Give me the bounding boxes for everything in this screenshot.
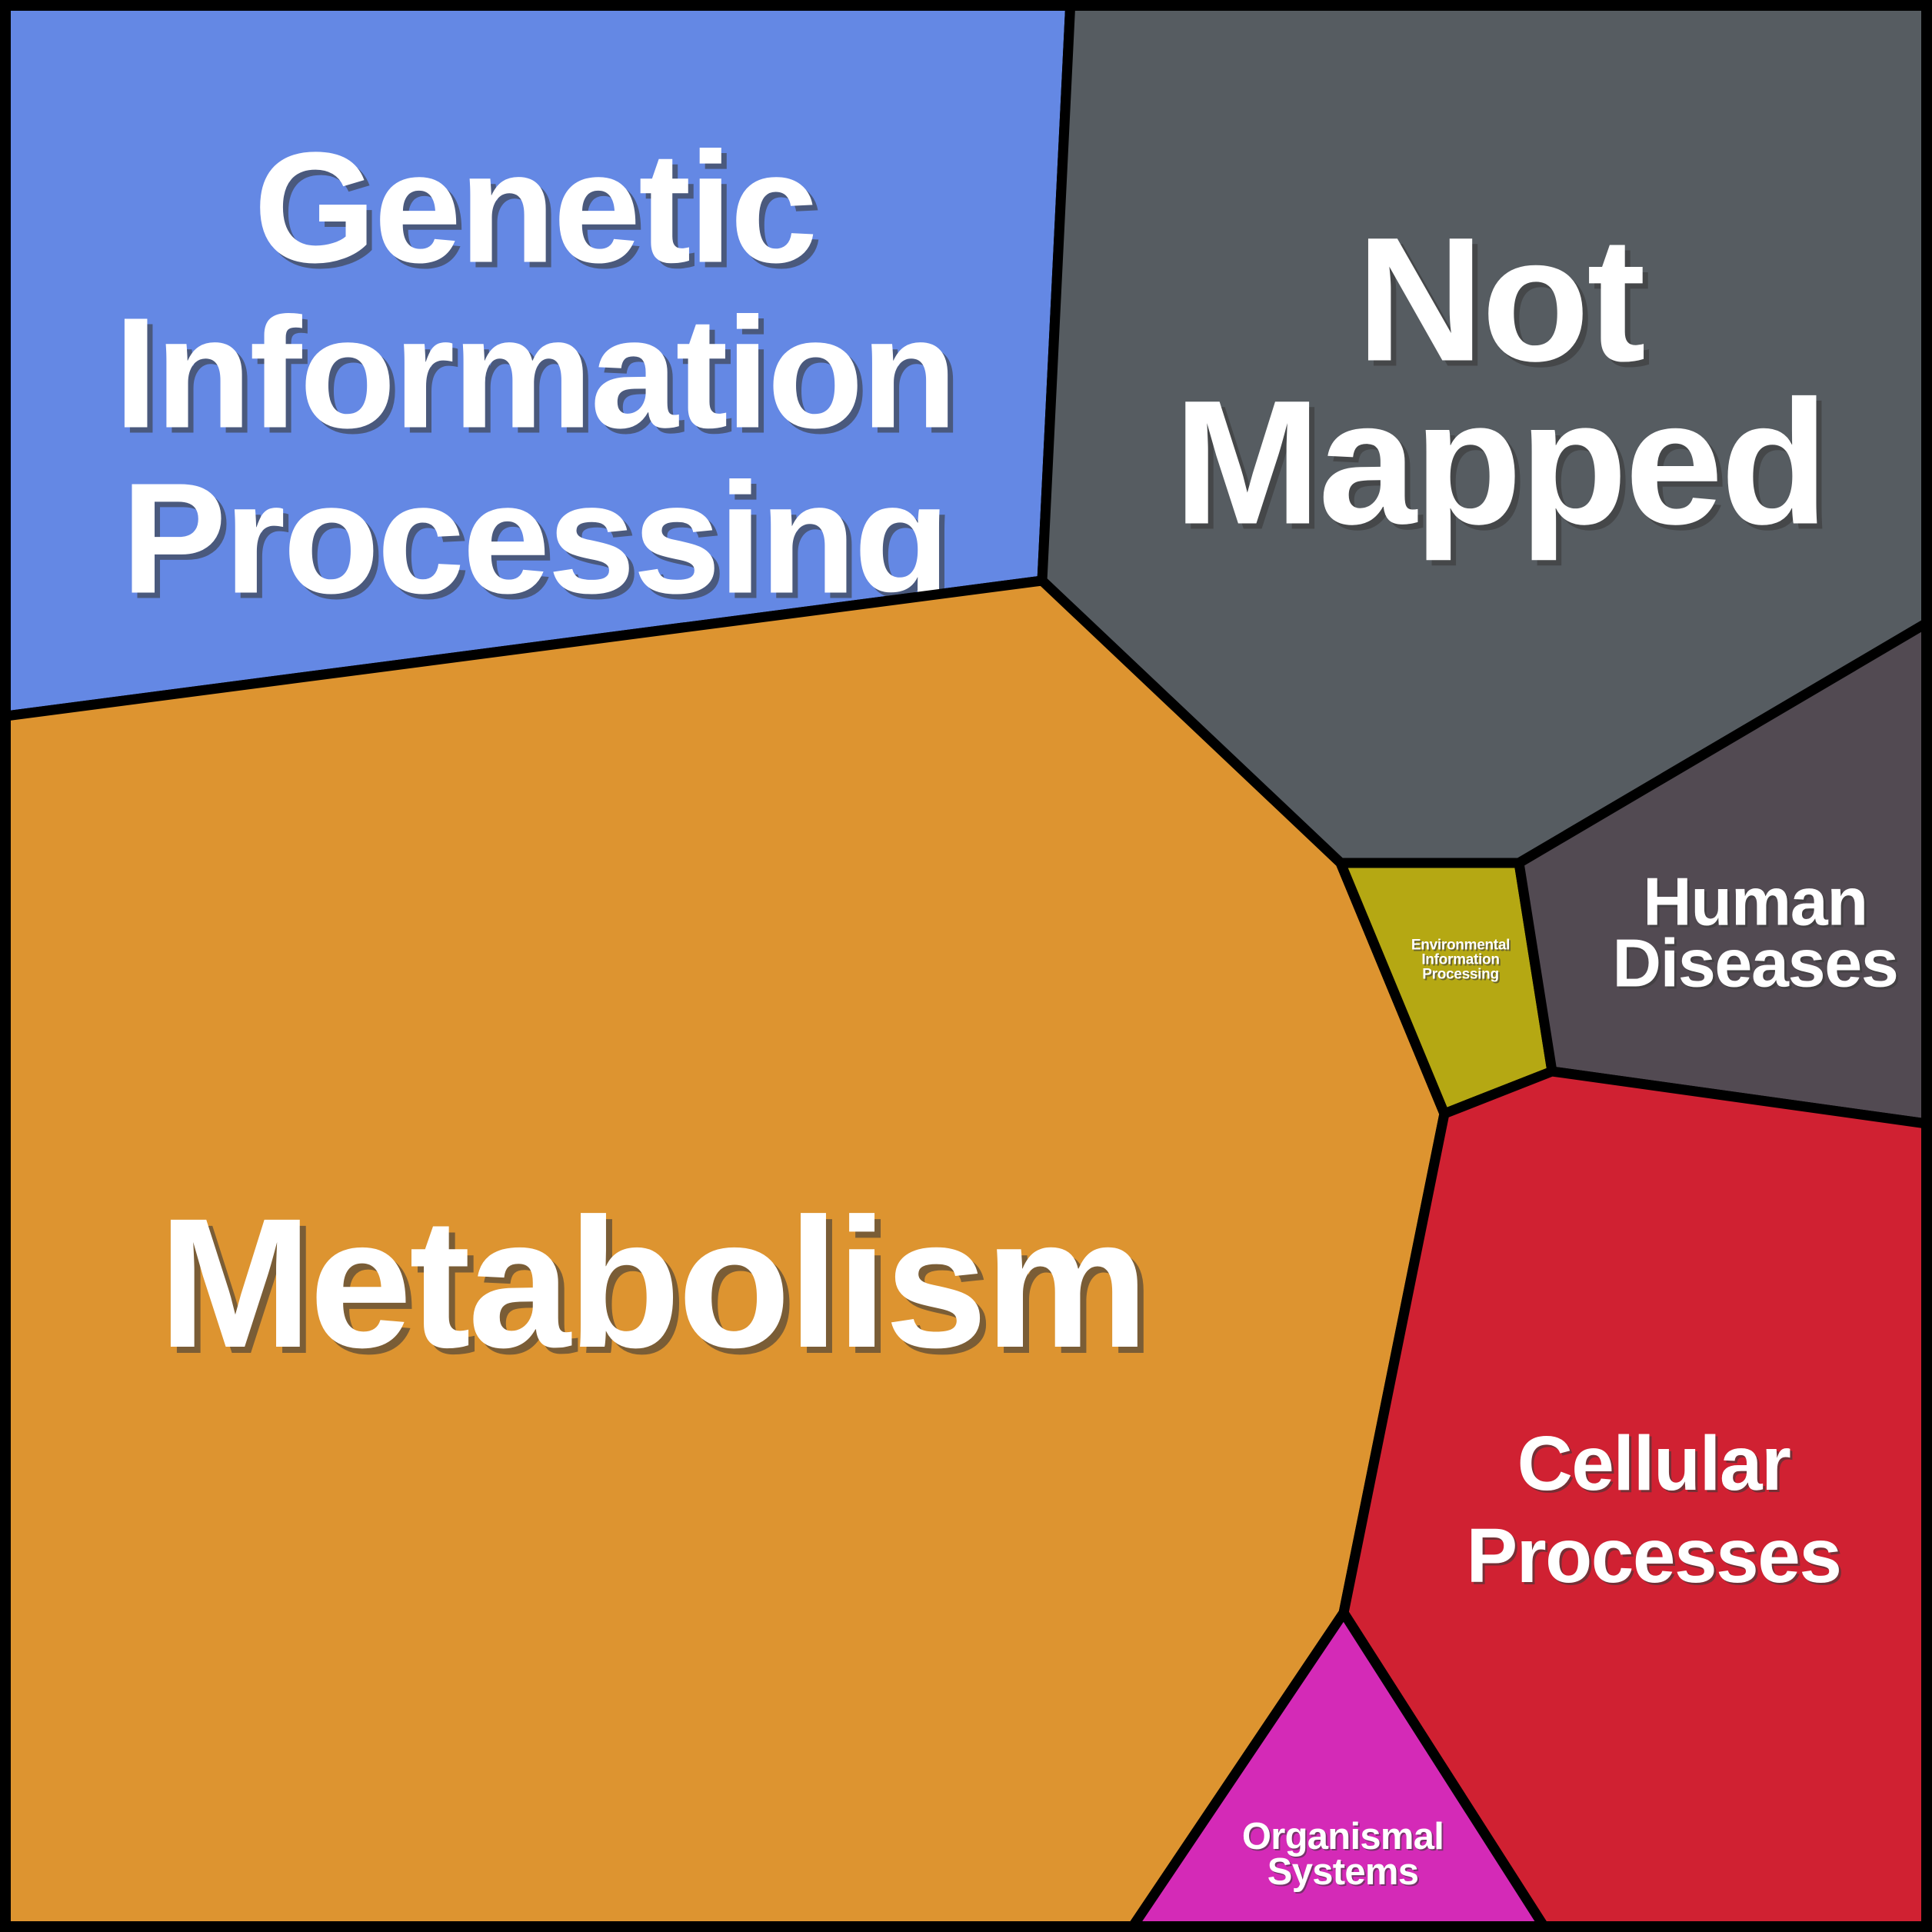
region-shape-metabolism [0, 575, 1450, 1932]
region-shape-organismal-systems [1124, 1607, 1553, 1932]
region-shape-human-diseases [1514, 615, 1932, 1130]
